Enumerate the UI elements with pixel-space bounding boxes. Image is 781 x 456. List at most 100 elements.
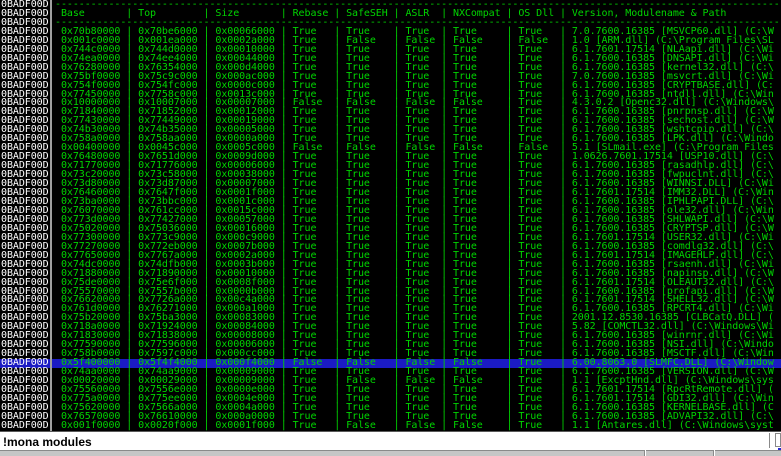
log-row[interactable]: 0BADF00D 0x75de0000 | 0x75e6f000 | 0x000… xyxy=(0,277,781,288)
log-row[interactable]: 0BADF00D 0x75620000 | 0x7566a000 | 0x000… xyxy=(0,401,781,413)
log-row[interactable]: 0BADF00D 0x77650000 | 0x7767a000 | 0x000… xyxy=(0,249,781,261)
log-row[interactable]: 0BADF00D 0x76280000 | 0x76354000 | 0x000… xyxy=(0,61,781,73)
log-row[interactable]: 0BADF00D 0x76070000 | 0x761cc000 | 0x001… xyxy=(0,204,781,216)
log-row[interactable]: 0BADF00D 0x001f0000 | 0x0020f000 | 0x000… xyxy=(0,419,781,431)
log-row[interactable]: 0BADF00D 0x75b20000 | 0x75ba3000 | 0x000… xyxy=(0,312,781,324)
log-message-cell: 0x75020000 | 0x75036000 | 0x00016000 | T… xyxy=(55,222,774,234)
log-row[interactable]: 0BADF00D 0x76620000 | 0x7726a000 | 0x00c… xyxy=(0,295,781,305)
log-address-cell: 0BADF00D xyxy=(1,88,49,100)
log-row[interactable]: 0BADF00D 0x77430000 | 0x77449000 | 0x000… xyxy=(0,115,781,127)
log-message-cell: 0x74aa0000 | 0x74aa9000 | 0x00009000 | T… xyxy=(55,366,774,378)
command-input[interactable] xyxy=(0,433,763,450)
log-message-cell: 0x00020000 | 0x00029000 | 0x00009000 | T… xyxy=(55,375,774,387)
log-message-cell: 0x758b0000 | 0x7597c000 | 0x000cc000 | T… xyxy=(55,348,774,360)
log-address-cell: 0BADF00D xyxy=(1,97,49,109)
log-address-cell: 0BADF00D xyxy=(1,357,49,369)
log-address-cell: 0BADF00D xyxy=(1,213,49,225)
log-row[interactable]: 0BADF00D 0x71770000 | 0x71776000 | 0x000… xyxy=(0,161,781,171)
log-address-cell: 0BADF00D xyxy=(1,142,49,154)
log-message-cell: 0x77590000 | 0x77596000 | 0x00006000 | T… xyxy=(55,339,774,351)
log-row[interactable]: 0BADF00D 0x775a0000 | 0x775ee000 | 0x000… xyxy=(0,393,781,404)
log-address-cell: 0BADF00D xyxy=(1,339,49,351)
log-row[interactable]: 0BADF00D 0x77450000 | 0x7758c000 | 0x001… xyxy=(0,88,781,100)
log-address-cell: 0BADF00D xyxy=(1,70,49,82)
log-address-cell: 0BADF00D xyxy=(1,375,49,387)
log-row[interactable]: 0BADF00D 0x761d0000 | 0x76271000 | 0x000… xyxy=(0,303,781,315)
log-message-cell: 0x77450000 | 0x7758c000 | 0x0013c000 | T… xyxy=(55,88,774,100)
log-message-cell: 0x75620000 | 0x7566a000 | 0x0004a000 | T… xyxy=(55,401,774,413)
log-message-cell: 0x76280000 | 0x76354000 | 0x000d4000 | T… xyxy=(55,61,774,73)
log-row[interactable]: 0BADF00D 0x74b30000 | 0x74b35000 | 0x000… xyxy=(0,124,781,136)
log-row[interactable]: 0BADF00D 0x73c20000 | 0x73c58000 | 0x000… xyxy=(0,170,781,180)
log-message-cell: 0x71840000 | 0x71852000 | 0x00012000 | T… xyxy=(55,106,774,118)
log-address-cell: 0BADF00D xyxy=(1,187,49,199)
command-bar xyxy=(0,431,781,450)
log-row[interactable]: 0BADF00D 0x77270000 | 0x772eb000 | 0x000… xyxy=(0,241,781,252)
log-row[interactable]: 0BADF00D 0x00020000 | 0x00029000 | 0x000… xyxy=(0,375,781,387)
log-address-cell: 0BADF00D xyxy=(1,7,49,19)
log-address-cell: 0BADF00D xyxy=(1,303,49,315)
log-address-cell: 0BADF00D xyxy=(1,419,49,431)
log-message-cell: 0x761d0000 | 0x76271000 | 0x000a1000 | T… xyxy=(55,303,774,315)
log-message-cell: 0x76570000 | 0x76610000 | 0x000a0000 | T… xyxy=(55,410,774,422)
log-address-cell: 0BADF00D xyxy=(1,285,49,297)
log-row[interactable]: 0BADF00D 0x758a0000 | 0x758aa000 | 0x000… xyxy=(0,134,781,144)
log-address-cell: 0BADF00D xyxy=(1,178,49,190)
log-row[interactable]: 0BADF00D 0x773d0000 | 0x77427000 | 0x000… xyxy=(0,213,781,225)
log-message-cell: 0x5f400000 | 0x5f4f4000 | 0x000f4000 | F… xyxy=(55,357,774,369)
log-row[interactable]: 0BADF00D 0x77300000 | 0x773c9000 | 0x000… xyxy=(0,231,781,243)
log-address-cell: 0BADF00D xyxy=(1,410,49,422)
log-row[interactable]: 0BADF00D 0x77590000 | 0x77596000 | 0x000… xyxy=(0,339,781,351)
log-message-cell: 0x73ba0000 | 0x73bbc000 | 0x0001c000 | T… xyxy=(55,195,774,207)
log-row[interactable]: 0BADF00D 0x74ea0000 | 0x74ee4000 | 0x000… xyxy=(0,52,781,64)
status-bar-divider xyxy=(644,450,645,456)
log-row[interactable]: 0BADF00D 0x001c0000 | 0x001ea000 | 0x000… xyxy=(0,35,781,46)
log-row[interactable]: 0BADF00D 0x71880000 | 0x71890000 | 0x000… xyxy=(0,268,781,279)
log-address-cell: 0BADF00D xyxy=(1,312,49,324)
log-row[interactable]: 0BADF00D 0x74aa0000 | 0x74aa9000 | 0x000… xyxy=(0,366,781,378)
log-row[interactable]: 0BADF00D 0x73ba0000 | 0x73bbc000 | 0x000… xyxy=(0,195,781,207)
log-message-cell: ----------------------------------------… xyxy=(55,16,781,28)
log-row[interactable]: 0BADF00D 0x754f0000 | 0x754fc000 | 0x000… xyxy=(0,80,781,91)
log-row[interactable]: 0BADF00D 0x76570000 | 0x76610000 | 0x000… xyxy=(0,410,781,422)
log-column-splitter[interactable] xyxy=(50,0,52,431)
log-row[interactable]: 0BADF00D 0x75020000 | 0x75036000 | 0x000… xyxy=(0,222,781,234)
status-bar xyxy=(0,450,781,456)
log-address-cell: 0BADF00D xyxy=(1,231,49,243)
log-row[interactable]: 0BADF00D 0x75570000 | 0x7557b000 | 0x000… xyxy=(0,285,781,297)
log-address-cell: 0BADF00D xyxy=(1,61,49,73)
log-address-cell: 0BADF00D xyxy=(1,115,49,127)
log-row[interactable]: 0BADF00D 0x76480000 | 0x7651d000 | 0x000… xyxy=(0,151,781,163)
command-dropdown-button[interactable] xyxy=(775,433,781,447)
log-row[interactable]: 0BADF00D 0x70b80000 | 0x70be6000 | 0x000… xyxy=(0,26,781,37)
log-address-cell: 0BADF00D xyxy=(1,52,49,64)
log-address-cell: 0BADF00D xyxy=(1,383,49,395)
status-bar-divider-highlight xyxy=(714,450,715,456)
log-address-cell: 0BADF00D xyxy=(1,348,49,360)
log-message-cell: 0x10000000 | 0x10007000 | 0x00007000 | F… xyxy=(55,97,774,109)
log-row[interactable]: 0BADF00D 0x75560000 | 0x7556e000 | 0x000… xyxy=(0,383,781,395)
log-address-cell: 0BADF00D xyxy=(1,204,49,216)
log-row[interactable]: 0BADF00D 0x10000000 | 0x10007000 | 0x000… xyxy=(0,97,781,109)
log-row[interactable]: 0BADF00D 0x744c0000 | 0x744d0000 | 0x000… xyxy=(0,44,781,55)
log-row[interactable]: 0BADF00D 0x74dc0000 | 0x74dfb000 | 0x000… xyxy=(0,258,781,270)
log-row[interactable]: 0BADF00D 0x758b0000 | 0x7597c000 | 0x000… xyxy=(0,348,781,360)
log-row[interactable]: 0BADF00D 0x00400000 | 0x0045c000 | 0x000… xyxy=(0,142,781,154)
log-address-cell: 0BADF00D xyxy=(1,321,49,333)
log-message-cell: 0x77650000 | 0x7767a000 | 0x0002a000 | T… xyxy=(55,249,774,261)
log-address-cell: 0BADF00D xyxy=(1,124,49,136)
log-row[interactable]: 0BADF00D 0x76460000 | 0x7647f000 | 0x000… xyxy=(0,187,781,199)
log-message-cell: 0x74dc0000 | 0x74dfb000 | 0x0003b000 | T… xyxy=(55,258,774,270)
log-message-cell: Base | Top | Size | Rebase | SafeSEH | A… xyxy=(55,7,727,19)
log-row[interactable]: 0BADF00D 0x75bf0000 | 0x75c9c000 | 0x000… xyxy=(0,70,781,82)
log-lines: 0BADF00D --------------------------------… xyxy=(0,0,781,431)
log-row[interactable]: 0BADF00D 0x71840000 | 0x71852000 | 0x000… xyxy=(0,106,781,118)
command-bar-separator xyxy=(769,433,770,448)
log-message-cell: 0x00400000 | 0x0045c000 | 0x0005c000 | F… xyxy=(55,142,774,154)
log-row-selected[interactable]: 0BADF00D 0x5f400000 | 0x5f4f4000 | 0x000… xyxy=(0,357,781,369)
log-row[interactable]: 0BADF00D 0x71830000 | 0x71838000 | 0x000… xyxy=(0,331,781,341)
log-row[interactable]: 0BADF00D 0x718a0000 | 0x71924000 | 0x000… xyxy=(0,321,781,333)
log-address-cell: 0BADF00D xyxy=(1,151,49,163)
log-row[interactable]: 0BADF00D 0x73d80000 | 0x73d87000 | 0x000… xyxy=(0,178,781,190)
log-separator-line: 0BADF00D --------------------------------… xyxy=(0,16,781,28)
